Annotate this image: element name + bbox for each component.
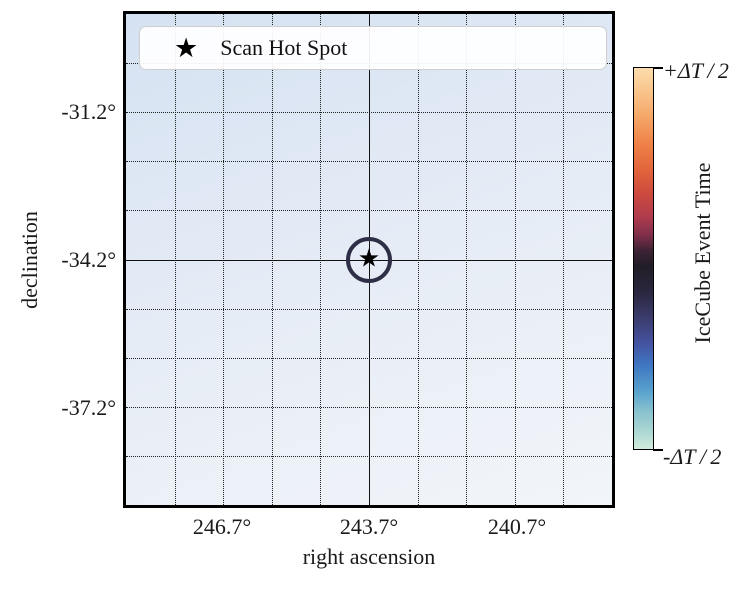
plot-area: ★ Scan Hot Spot ★ [123,11,615,508]
y-axis-label: declination [17,211,42,309]
colorbar-axis-label: IceCube Event Time [690,162,715,344]
legend: ★ Scan Hot Spot [139,26,607,70]
colorbar-min-label: -ΔT / 2 [663,444,722,469]
grid-line-vertical [466,14,468,505]
y-tick-label: -37.2° [61,395,116,420]
grid-line-vertical [514,14,516,505]
colorbar-gradient [633,67,654,450]
y-tick-label: -31.2° [61,99,116,124]
colorbar-top-tick [653,67,663,69]
hotspot-star-icon: ★ [357,245,381,272]
x-tick-label: 243.7° [339,514,399,539]
x-tick-label: 240.7° [487,514,547,539]
x-axis-label: right ascension [302,544,436,569]
grid-line-horizontal [126,357,612,359]
x-tick-label: 246.7° [192,514,252,539]
y-tick-label: -34.2° [61,247,116,272]
grid-line-horizontal [126,455,612,457]
grid-line-vertical [417,14,419,505]
legend-label: Scan Hot Spot [220,35,348,60]
grid-line-vertical [563,14,565,505]
grid-line-horizontal [126,406,612,408]
star-icon: ★ [174,32,199,63]
hotspot-circle [346,236,392,283]
grid-line-horizontal [126,308,612,310]
colorbar-bottom-tick [653,449,663,451]
colorbar-max-label: +ΔT / 2 [663,58,729,83]
